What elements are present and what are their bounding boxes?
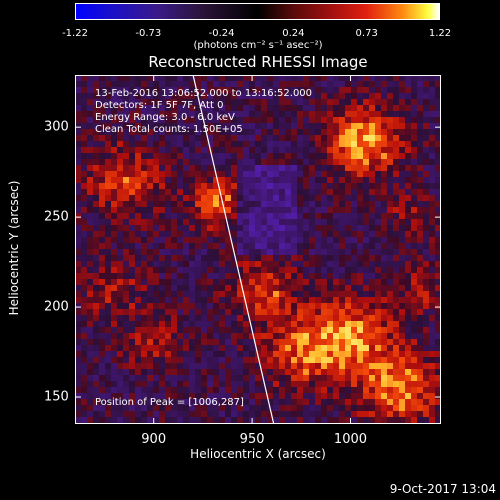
info-time-range: 13-Feb-2016 13:06:52.000 to 13:16:52.000 <box>95 88 313 99</box>
y-tick-label: 250 <box>44 209 69 225</box>
x-tick-label: 950 <box>239 432 265 447</box>
image-plot <box>75 75 441 424</box>
colorbar-tick: -0.24 <box>208 28 235 39</box>
timestamp: 9-Oct-2017 13:04 <box>389 482 496 496</box>
colorbar-tick: -1.22 <box>62 28 88 39</box>
colorbar-tick: 1.22 <box>428 28 452 39</box>
x-axis-label: Heliocentric X (arcsec) <box>190 447 326 461</box>
y-tick-label: 300 <box>44 119 69 135</box>
y-axis-label: Heliocentric Y (arcsec) <box>7 180 21 316</box>
solar-limb-line <box>192 75 275 424</box>
y-tick-label: 200 <box>44 299 69 315</box>
x-tick-label: 1000 <box>333 432 368 447</box>
plot-frame <box>75 75 441 424</box>
peak-position: Position of Peak = [1006,287] <box>95 397 244 408</box>
colorbar <box>75 3 440 20</box>
colorbar-tick: 0.73 <box>355 28 378 39</box>
axis-ticks <box>75 75 441 424</box>
info-detectors: Detectors: 1F 5F 7F, Att 0 <box>95 100 224 111</box>
colorbar-units: (photons cm⁻² s⁻¹ asec⁻²) <box>193 40 323 51</box>
info-energy-range: Energy Range: 3.0 - 6.0 keV <box>95 112 235 123</box>
image-title: Reconstructed RHESSI Image <box>148 53 368 71</box>
colorbar-tick: 0.24 <box>282 28 305 39</box>
image-pixels <box>75 75 441 424</box>
x-tick-label: 900 <box>141 432 167 447</box>
colorbar-tick: -0.73 <box>135 28 162 39</box>
y-tick-label: 150 <box>44 389 69 405</box>
info-clean-counts: Clean Total counts: 1.50E+05 <box>95 124 243 135</box>
